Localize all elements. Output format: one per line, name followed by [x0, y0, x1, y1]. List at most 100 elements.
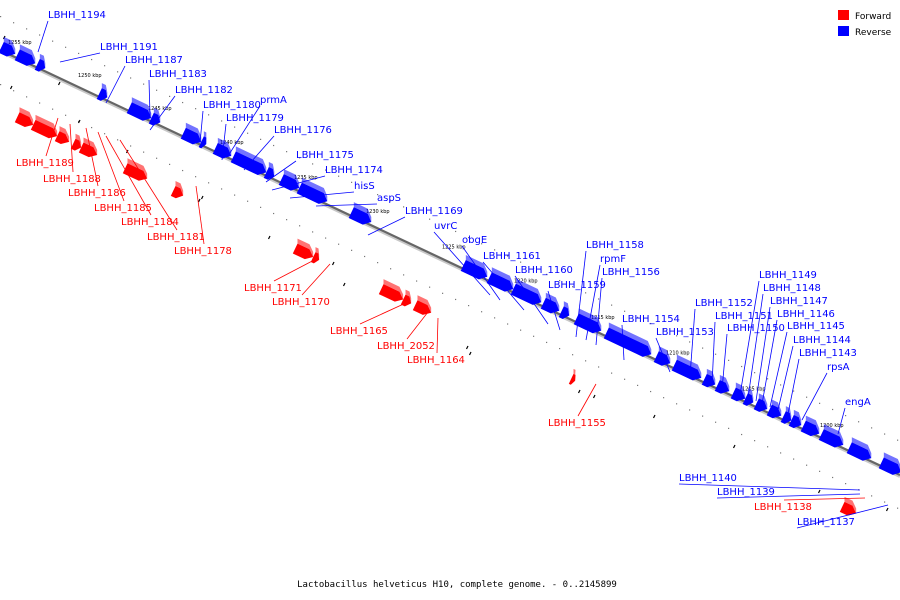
gene-fwd-11[interactable] [412, 295, 432, 315]
gene-rev-6[interactable] [180, 122, 202, 145]
gene-body [70, 138, 82, 151]
gene-rev-33[interactable] [846, 437, 872, 461]
leader-lbhh-1184 [105, 135, 152, 216]
gene-fwd-0[interactable] [14, 107, 34, 127]
gene-rev-31[interactable] [800, 415, 820, 437]
background-dot [481, 311, 483, 313]
gene-rev-18[interactable] [558, 301, 570, 320]
gene-body [788, 414, 802, 429]
gene-rev-19[interactable] [573, 308, 602, 334]
background-dot [780, 384, 782, 386]
background-dot [104, 65, 106, 67]
gene-rev-34[interactable] [878, 452, 900, 475]
leader-lbhh-1143 [787, 358, 800, 415]
gene-label-lbhh-1152: LBHH_1152 [695, 298, 753, 309]
gene-rev-24[interactable] [714, 374, 730, 394]
gene-rev-4[interactable] [126, 97, 152, 121]
gene-rev-29[interactable] [780, 406, 792, 424]
gene-fwd-6[interactable] [170, 180, 184, 199]
gene-rev-17[interactable] [540, 292, 560, 314]
gene-top-face [203, 131, 207, 145]
gene-label-lbhh-1165: LBHH_1165 [330, 326, 388, 337]
gene-top-face [131, 97, 152, 119]
gene-fwd-10[interactable] [400, 289, 412, 307]
gene-top-face [315, 247, 320, 260]
gene-rev-13[interactable] [348, 202, 372, 225]
gene-body [603, 327, 652, 357]
tick-label: 1245 kbp [148, 106, 172, 112]
gene-top-face [75, 133, 82, 148]
gene-rev-30[interactable] [788, 409, 802, 429]
gene-rev-16[interactable] [510, 278, 542, 305]
gene-top-face [491, 267, 514, 290]
leader-lbhh-1139 [716, 493, 861, 499]
gene-rev-9[interactable] [230, 146, 267, 176]
gene-body [96, 88, 108, 101]
gene-rev-32[interactable] [818, 424, 844, 448]
tick-label: 1220 kbp [514, 279, 538, 285]
gene-rev-8[interactable] [212, 137, 232, 159]
gene-body [573, 313, 602, 334]
gene-rev-10[interactable] [263, 162, 275, 180]
gene-fwd-12[interactable] [568, 368, 576, 385]
background-dot [455, 298, 457, 301]
background-dot [702, 347, 704, 349]
background-dot [559, 347, 561, 350]
background-dot [689, 341, 691, 343]
gene-fwd-13[interactable] [839, 496, 857, 516]
gene-body [230, 151, 267, 176]
background-dot [819, 470, 821, 472]
background-dot [715, 353, 717, 355]
gene-body [292, 243, 314, 260]
background-dot [195, 176, 197, 178]
gene-fwd-4[interactable] [78, 137, 98, 158]
tick-label: 1205 kbp [742, 386, 766, 392]
gene-label-lbhh-1159: LBHH_1159 [548, 280, 606, 291]
gene-body [0, 41, 16, 57]
gene-rev-0[interactable] [0, 36, 16, 57]
gene-rev-21[interactable] [653, 346, 671, 366]
gene-rev-5[interactable] [148, 107, 161, 126]
gene-label-lbhh-1139: LBHH_1139 [717, 487, 775, 498]
gene-rev-3[interactable] [96, 83, 108, 101]
gene-rev-28[interactable] [766, 399, 782, 419]
background-dot [364, 187, 366, 190]
background-dash [57, 81, 61, 86]
gene-rev-14[interactable] [460, 255, 488, 280]
gene-top-face [758, 393, 768, 410]
gene-label-prma: prmA [260, 95, 287, 106]
gene-fwd-1[interactable] [30, 114, 58, 139]
background-dot [741, 433, 743, 436]
gene-label-lbhh-1180: LBHH_1180 [203, 100, 261, 111]
gene-rev-1[interactable] [14, 44, 36, 66]
leader-lbhh-1171 [273, 257, 319, 282]
background-dot [364, 255, 366, 258]
gene-rev-25[interactable] [730, 382, 746, 402]
background-dot [78, 120, 80, 123]
gene-label-lbhh-1179: LBHH_1179 [226, 113, 284, 124]
gene-rev-12[interactable] [296, 177, 328, 204]
gene-rev-22[interactable] [671, 354, 702, 381]
background-dash [342, 282, 346, 287]
gene-fwd-5[interactable] [122, 158, 148, 181]
leader-lbhh-1146 [761, 319, 778, 405]
gene-rev-7[interactable] [198, 131, 207, 149]
gene-fwd-2[interactable] [54, 126, 70, 144]
gene-label-lbhh-1145: LBHH_1145 [787, 321, 845, 332]
gene-rev-27[interactable] [753, 393, 768, 412]
background-dot [130, 145, 132, 147]
gene-rev-20[interactable] [603, 322, 652, 357]
background-dot [351, 249, 353, 251]
background-dot [312, 163, 314, 165]
background-dot [260, 138, 262, 140]
background-dash [817, 489, 821, 494]
gene-fwd-7[interactable] [292, 238, 314, 260]
leader-lbhh-1174 [271, 175, 326, 191]
gene-fwd-3[interactable] [70, 133, 82, 151]
gene-rev-23[interactable] [701, 368, 716, 388]
gene-top-face [39, 53, 46, 69]
tick-label: 1240 kbp [220, 140, 244, 146]
background-dot [442, 224, 444, 226]
gene-fwd-9[interactable] [378, 279, 404, 302]
gene-rev-2[interactable] [34, 53, 46, 72]
